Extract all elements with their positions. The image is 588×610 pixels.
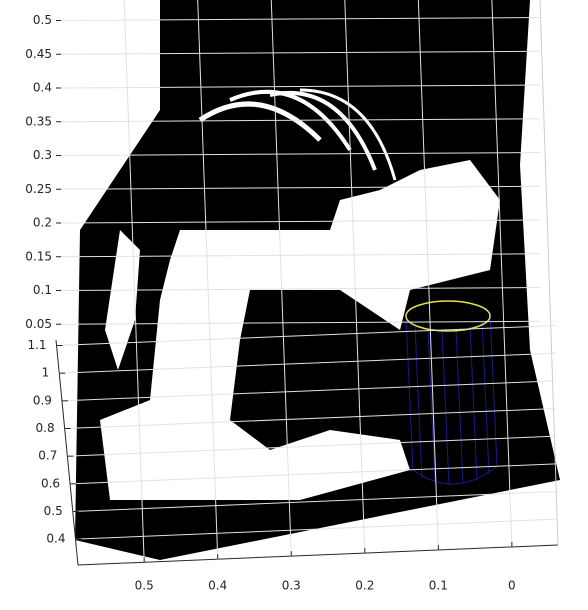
x-tick-label: 0.1 — [429, 579, 448, 593]
grid-line — [57, 118, 541, 123]
grid-line — [57, 17, 541, 21]
grid-line — [61, 380, 557, 402]
x-tick-label: 0 — [508, 579, 516, 593]
y-tick-label: 0.9 — [33, 393, 52, 407]
grid-line — [59, 352, 557, 374]
z-tick-label: 0.5 — [33, 13, 52, 27]
z-tick-label: 0.35 — [25, 114, 52, 128]
z-tick-label: 0.45 — [25, 47, 52, 61]
axes: 0.5 0.45 0.4 0.35 0.3 0.25 0.2 0.15 0.1 0.05 1.1 1 0… — [25, 0, 559, 593]
grid-line — [57, 320, 541, 325]
y-tick-label: 1 — [42, 366, 50, 380]
grid-line — [57, 50, 541, 55]
grid-line — [70, 463, 557, 485]
y-tick-label: 0.7 — [38, 449, 57, 463]
grid-line — [67, 435, 557, 457]
y-tick-label: 0.4 — [46, 532, 65, 546]
grid-line — [57, 253, 541, 258]
grid-line — [197, 0, 219, 560]
z-tick-label: 0.25 — [25, 182, 52, 196]
grid-line — [56, 325, 557, 347]
grid-line — [57, 185, 541, 190]
grid-line — [344, 0, 366, 554]
grid-line — [64, 408, 557, 430]
grid-line — [75, 518, 557, 540]
point-cloud — [75, 0, 560, 560]
grid-line — [270, 0, 292, 557]
grid-line — [57, 152, 541, 156]
x-tick-label: 0.2 — [355, 579, 374, 593]
x-tick-label: 0.4 — [208, 579, 227, 593]
x-tick-label: 0.5 — [135, 579, 154, 593]
grid-line — [417, 0, 439, 551]
z-tick-label: 0.2 — [33, 216, 52, 230]
z-tick-label: 0.3 — [33, 148, 52, 162]
y-axis-line — [55, 339, 79, 566]
box-edge — [539, 0, 559, 546]
x-tick-label: 0.3 — [282, 579, 301, 593]
y-tick-label: 1.1 — [27, 338, 46, 352]
y-tick-label: 0.6 — [41, 476, 60, 490]
z-tick-label: 0.15 — [25, 249, 52, 263]
grid-line — [491, 0, 513, 547]
grid-line — [72, 491, 557, 513]
cylinder — [405, 300, 498, 485]
grid-line — [123, 0, 145, 563]
z-tick-label: 0.1 — [33, 283, 52, 297]
grid-line — [57, 287, 541, 291]
y-tick-label: 0.8 — [36, 421, 55, 435]
y-tick-label: 0.5 — [44, 504, 63, 518]
z-tick-label: 0.05 — [25, 317, 52, 331]
z-tick-label: 0.4 — [33, 81, 52, 95]
grid-line — [57, 84, 541, 89]
x-axis-line — [77, 544, 559, 566]
grid-line — [57, 219, 541, 224]
